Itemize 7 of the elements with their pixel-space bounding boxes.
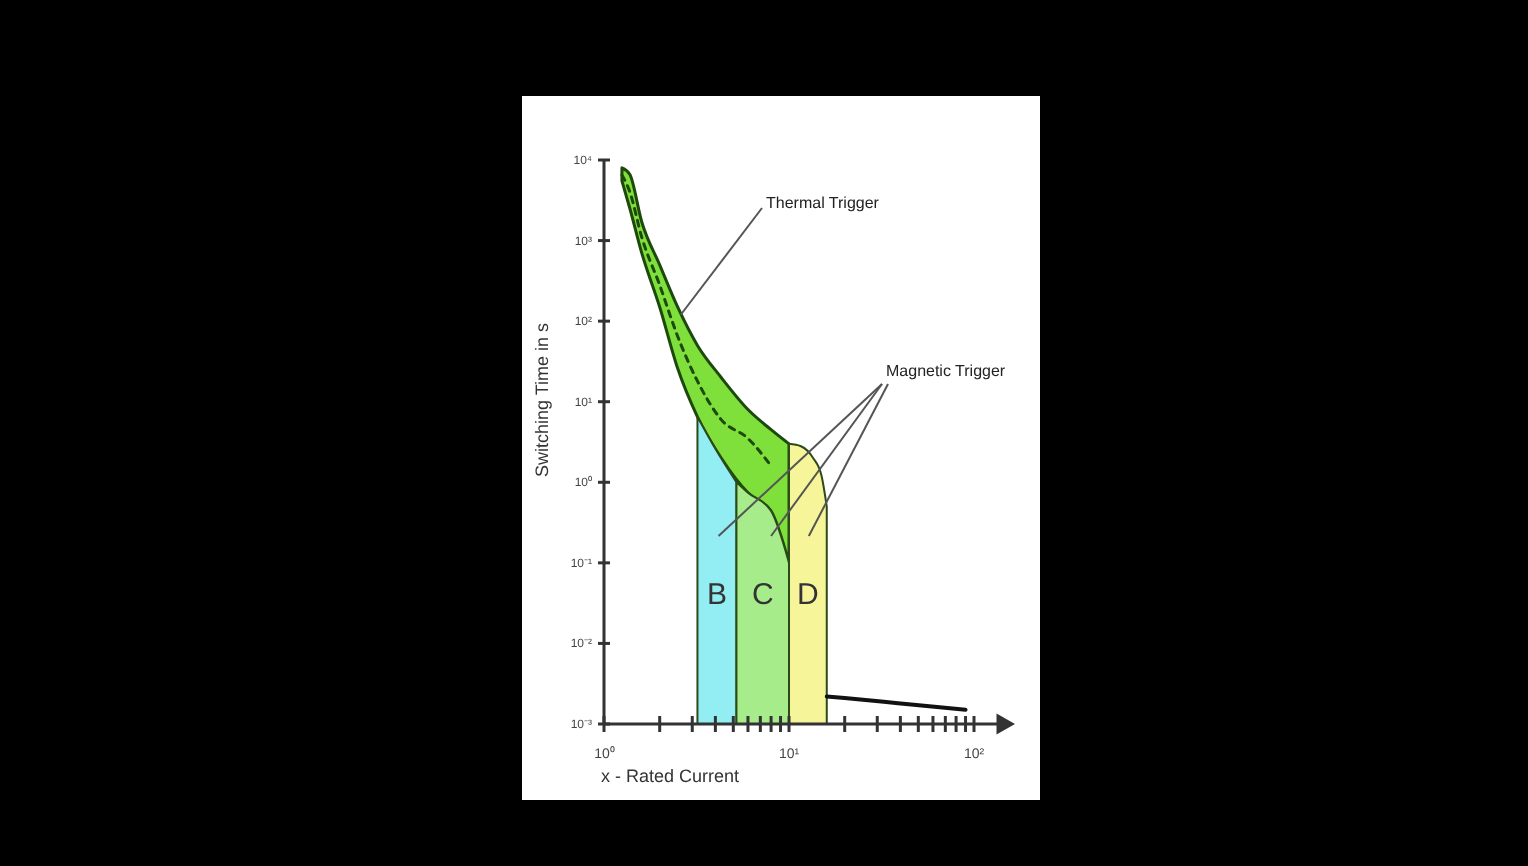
annotation: Magnetic Trigger [886, 362, 1006, 380]
series-label: D [797, 578, 820, 612]
y-axis-title: Switching Time in s [532, 321, 552, 478]
series-label: B [706, 578, 727, 612]
x-axis-title: x - Rated Current [600, 766, 741, 786]
series-label: C [751, 578, 774, 612]
annotation: Thermal Trigger [766, 194, 880, 212]
